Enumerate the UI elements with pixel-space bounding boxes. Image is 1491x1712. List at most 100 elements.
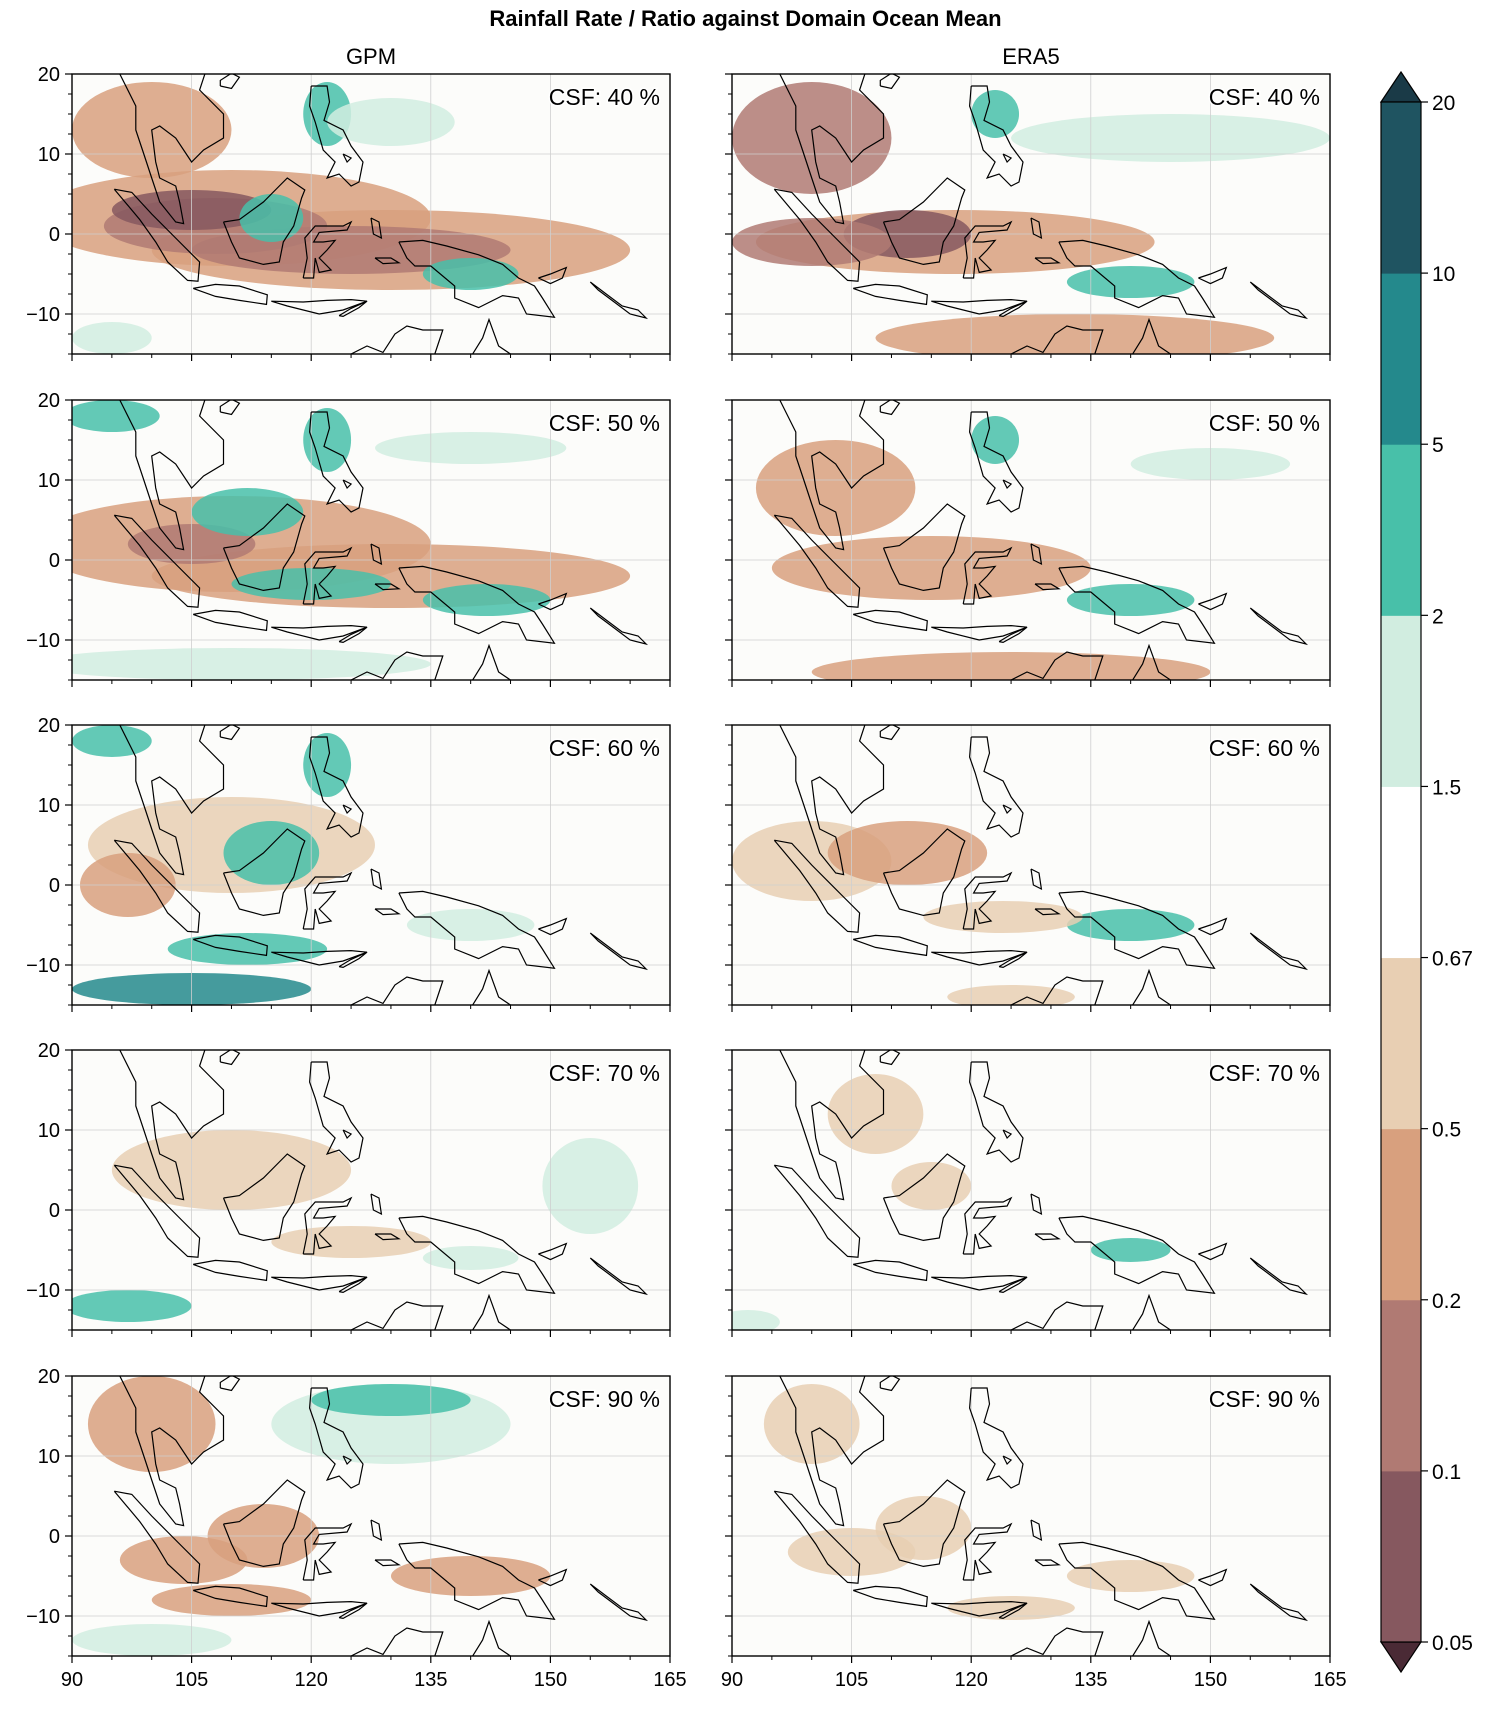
coastline-australia-north [349,1619,512,1656]
coastline-sumatra [113,188,201,282]
coastline-new-guinea [1058,1215,1216,1294]
x-tick-label: 90 [721,1669,743,1691]
colorbar: 0.05 0.1 0.2 0.5 0.67 1.5 2 5 10 20 [1379,70,1473,1674]
rainfall-ratio-patch [303,733,352,797]
coastline-mindanao-islets [342,479,353,490]
coastline-sumatra [113,839,201,933]
rainfall-ratio-patch [827,1074,924,1154]
y-tick-label: 20 [38,64,60,86]
y-tick-label: 20 [38,1366,60,1388]
coastline-mainland-asia [72,725,225,876]
coastline-philippines [308,411,364,513]
coastline-new-guinea [398,890,556,969]
coastline-halmahera [1030,1193,1043,1216]
y-tick-label: −10 [26,1280,60,1302]
map-panel: 20 10 0 −10 CSF: 60 % [26,715,671,1012]
coastlines [732,1008,1309,1330]
coastline-solomon-islands [589,1583,649,1622]
coastline-timor [998,300,1028,318]
coastline-taiwan [312,32,324,58]
colorbar-segment [1381,1128,1421,1301]
coastline-mainland-asia [72,74,225,225]
coastline-taiwan [972,1334,984,1360]
coastline-mindanao-islets [342,1129,353,1140]
coastline-new-guinea [398,1541,556,1620]
panel-csf-label: CSF: 50 % [1209,410,1320,436]
coastline-new-britain [1198,592,1228,611]
x-tick-label: 135 [414,1669,447,1691]
coastline-seram [374,1559,401,1567]
coastline-australia-north [1009,317,1172,354]
coastline-seram [1034,257,1061,265]
colorbar-tick-label: 0.2 [1432,1290,1461,1313]
rainfall-ratio-patch [1066,909,1195,941]
y-tick-label: 0 [49,1200,60,1222]
x-tick-label: 135 [1074,1669,1107,1691]
rainfall-ratio-patch [923,901,1083,933]
rainfall-ratio-patch [1090,1238,1171,1262]
rainfall-ratio-field [763,1384,1195,1620]
rainfall-ratio-patch [827,821,988,885]
coastline-new-britain [538,1568,568,1587]
coastline-new-britain [538,592,568,611]
coastline-new-britain [538,1242,568,1261]
x-tick-label: 120 [955,1669,988,1691]
coastline-borneo [882,1479,966,1568]
coastline-new-guinea [1058,1541,1216,1620]
map-panel: CSF: 60 % [725,683,1331,1012]
coastline-halmahera [370,543,383,566]
panel-csf-label: CSF: 40 % [549,84,660,110]
rainfall-ratio-patch [947,985,1075,1005]
rainfall-ratio-patch [1066,1560,1195,1592]
coastline-sulawesi [962,871,1013,930]
coastline-taiwan [972,683,984,709]
coastline-philippines [968,736,1024,838]
coastline-solomon-islands [1249,281,1309,320]
coastline-australia-north [349,317,512,354]
coastline-seram [1034,1233,1061,1241]
panel-csf-label: CSF: 60 % [1209,735,1320,761]
coastline-mainland-asia [732,1050,885,1201]
coastlines [72,1050,649,1330]
coastline-hainan [219,1050,241,1066]
coastline-mindanao-islets [1002,153,1013,164]
colorbar-extend-bottom [1379,1641,1423,1674]
coastline-mindanao-islets [342,1455,353,1466]
rainfall-ratio-patch [947,1596,1075,1620]
coastline-taiwan [972,358,984,384]
coastline-new-britain [1198,1242,1228,1261]
coastline-new-guinea [1058,890,1216,969]
y-tick-label: 10 [38,795,60,817]
coastline-halmahera [1030,1519,1043,1542]
coastline-mainland-asia [72,400,225,551]
coastline-sulawesi [962,546,1013,605]
y-tick-label: 0 [49,875,60,897]
y-tick-label: 10 [38,1120,60,1142]
coastline-mainland-asia [732,74,885,225]
coastline-hainan [879,725,901,741]
coastline-taiwan [312,1334,324,1360]
colorbar-extend-top [1379,70,1423,103]
colorbar-segment [1381,273,1421,445]
coastline-java [192,1259,268,1282]
coastlines [732,358,1309,680]
rainfall-ratio-patch [72,1624,232,1656]
y-tick-label: 20 [38,1040,60,1062]
rainfall-ratio-patch [111,1130,352,1210]
panel-csf-label: CSF: 70 % [549,1060,660,1086]
rainfall-ratio-patch [542,1138,639,1234]
coastline-sumatra [773,1164,861,1258]
rainfall-ratio-patch [72,400,160,432]
colorbar-tick-label: 2 [1432,605,1444,628]
colorbar-tick-label: 10 [1432,263,1455,286]
coastline-solomon-islands [1249,1583,1309,1622]
coastline-new-guinea [1058,565,1216,644]
coastline-borneo [882,177,966,266]
y-tick-label: 10 [38,144,60,166]
coastline-taiwan [972,1008,984,1034]
coastline-timor [338,1602,368,1620]
coastline-hainan [219,725,241,741]
colorbar-segment [1381,1299,1421,1472]
colorbar-segment [1381,1470,1421,1643]
